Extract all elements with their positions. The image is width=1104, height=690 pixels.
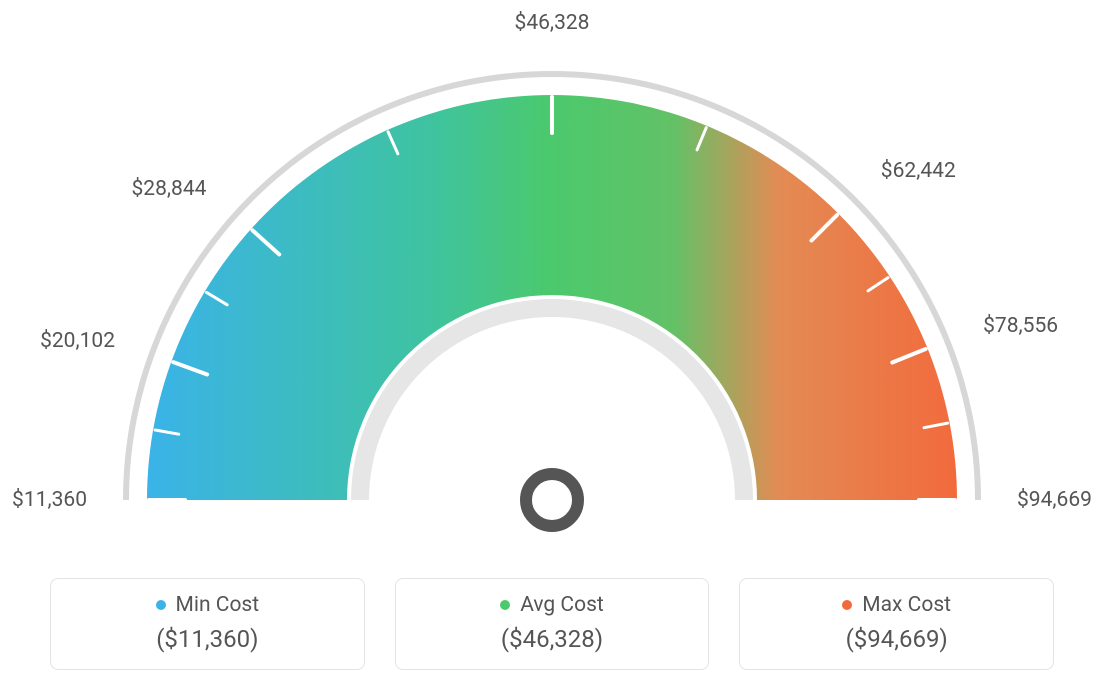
max-cost-value: ($94,669) [750,625,1043,653]
gauge-scale-label: $62,442 [881,159,956,183]
cost-gauge-widget: $11,360 $20,102 $28,844 $46,328 $62,442 $78,5… [0,0,1104,690]
avg-cost-value: ($46,328) [406,625,699,653]
gauge-scale-label: $94,669 [1017,488,1092,512]
min-cost-value: ($11,360) [61,625,354,653]
avg-cost-card: Avg Cost ($46,328) [395,578,710,670]
gauge-scale-label: $78,556 [983,314,1058,338]
gauge-scale-label: $20,102 [40,329,115,353]
min-dot-icon [156,600,166,610]
gauge-svg [72,30,1032,550]
summary-cards: Min Cost ($11,360) Avg Cost ($46,328) Ma… [50,578,1054,670]
max-cost-title: Max Cost [862,593,951,617]
gauge-area: $11,360 $20,102 $28,844 $46,328 $62,442 $78,5… [0,0,1104,545]
gauge-scale-label: $28,844 [131,177,206,201]
gauge-scale-label: $11,360 [12,488,87,512]
avg-cost-title: Avg Cost [520,593,604,617]
avg-dot-icon [500,600,510,610]
max-dot-icon [842,600,852,610]
min-cost-card: Min Cost ($11,360) [50,578,365,670]
min-cost-title: Min Cost [176,593,260,617]
max-cost-card: Max Cost ($94,669) [739,578,1054,670]
gauge-scale-label: $46,328 [515,11,590,35]
